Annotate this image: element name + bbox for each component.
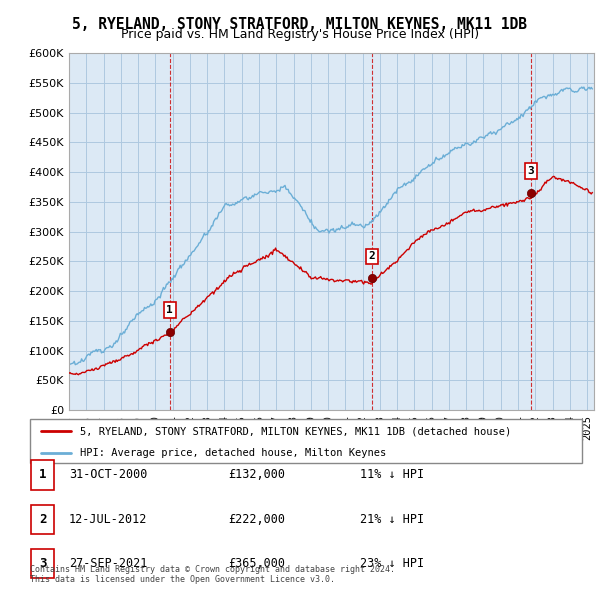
Text: 5, RYELAND, STONY STRATFORD, MILTON KEYNES, MK11 1DB (detached house): 5, RYELAND, STONY STRATFORD, MILTON KEYN… xyxy=(80,427,511,436)
FancyBboxPatch shape xyxy=(31,549,54,578)
Text: 3: 3 xyxy=(527,166,535,176)
Text: 2: 2 xyxy=(39,513,46,526)
Text: 27-SEP-2021: 27-SEP-2021 xyxy=(69,557,148,570)
Text: £365,000: £365,000 xyxy=(228,557,285,570)
Text: 5, RYELAND, STONY STRATFORD, MILTON KEYNES, MK11 1DB: 5, RYELAND, STONY STRATFORD, MILTON KEYN… xyxy=(73,17,527,31)
Text: £132,000: £132,000 xyxy=(228,468,285,481)
Text: 3: 3 xyxy=(39,557,46,570)
Text: 2: 2 xyxy=(368,251,375,261)
Text: Contains HM Land Registry data © Crown copyright and database right 2024.
This d: Contains HM Land Registry data © Crown c… xyxy=(30,565,395,584)
Text: 1: 1 xyxy=(166,305,173,315)
Text: £222,000: £222,000 xyxy=(228,513,285,526)
FancyBboxPatch shape xyxy=(31,504,54,534)
FancyBboxPatch shape xyxy=(30,419,582,463)
Text: 12-JUL-2012: 12-JUL-2012 xyxy=(69,513,148,526)
Text: 11% ↓ HPI: 11% ↓ HPI xyxy=(360,468,424,481)
Text: 23% ↓ HPI: 23% ↓ HPI xyxy=(360,557,424,570)
Text: 21% ↓ HPI: 21% ↓ HPI xyxy=(360,513,424,526)
Text: 31-OCT-2000: 31-OCT-2000 xyxy=(69,468,148,481)
Text: Price paid vs. HM Land Registry's House Price Index (HPI): Price paid vs. HM Land Registry's House … xyxy=(121,28,479,41)
Text: HPI: Average price, detached house, Milton Keynes: HPI: Average price, detached house, Milt… xyxy=(80,448,386,458)
FancyBboxPatch shape xyxy=(31,460,54,490)
Text: 1: 1 xyxy=(39,468,46,481)
